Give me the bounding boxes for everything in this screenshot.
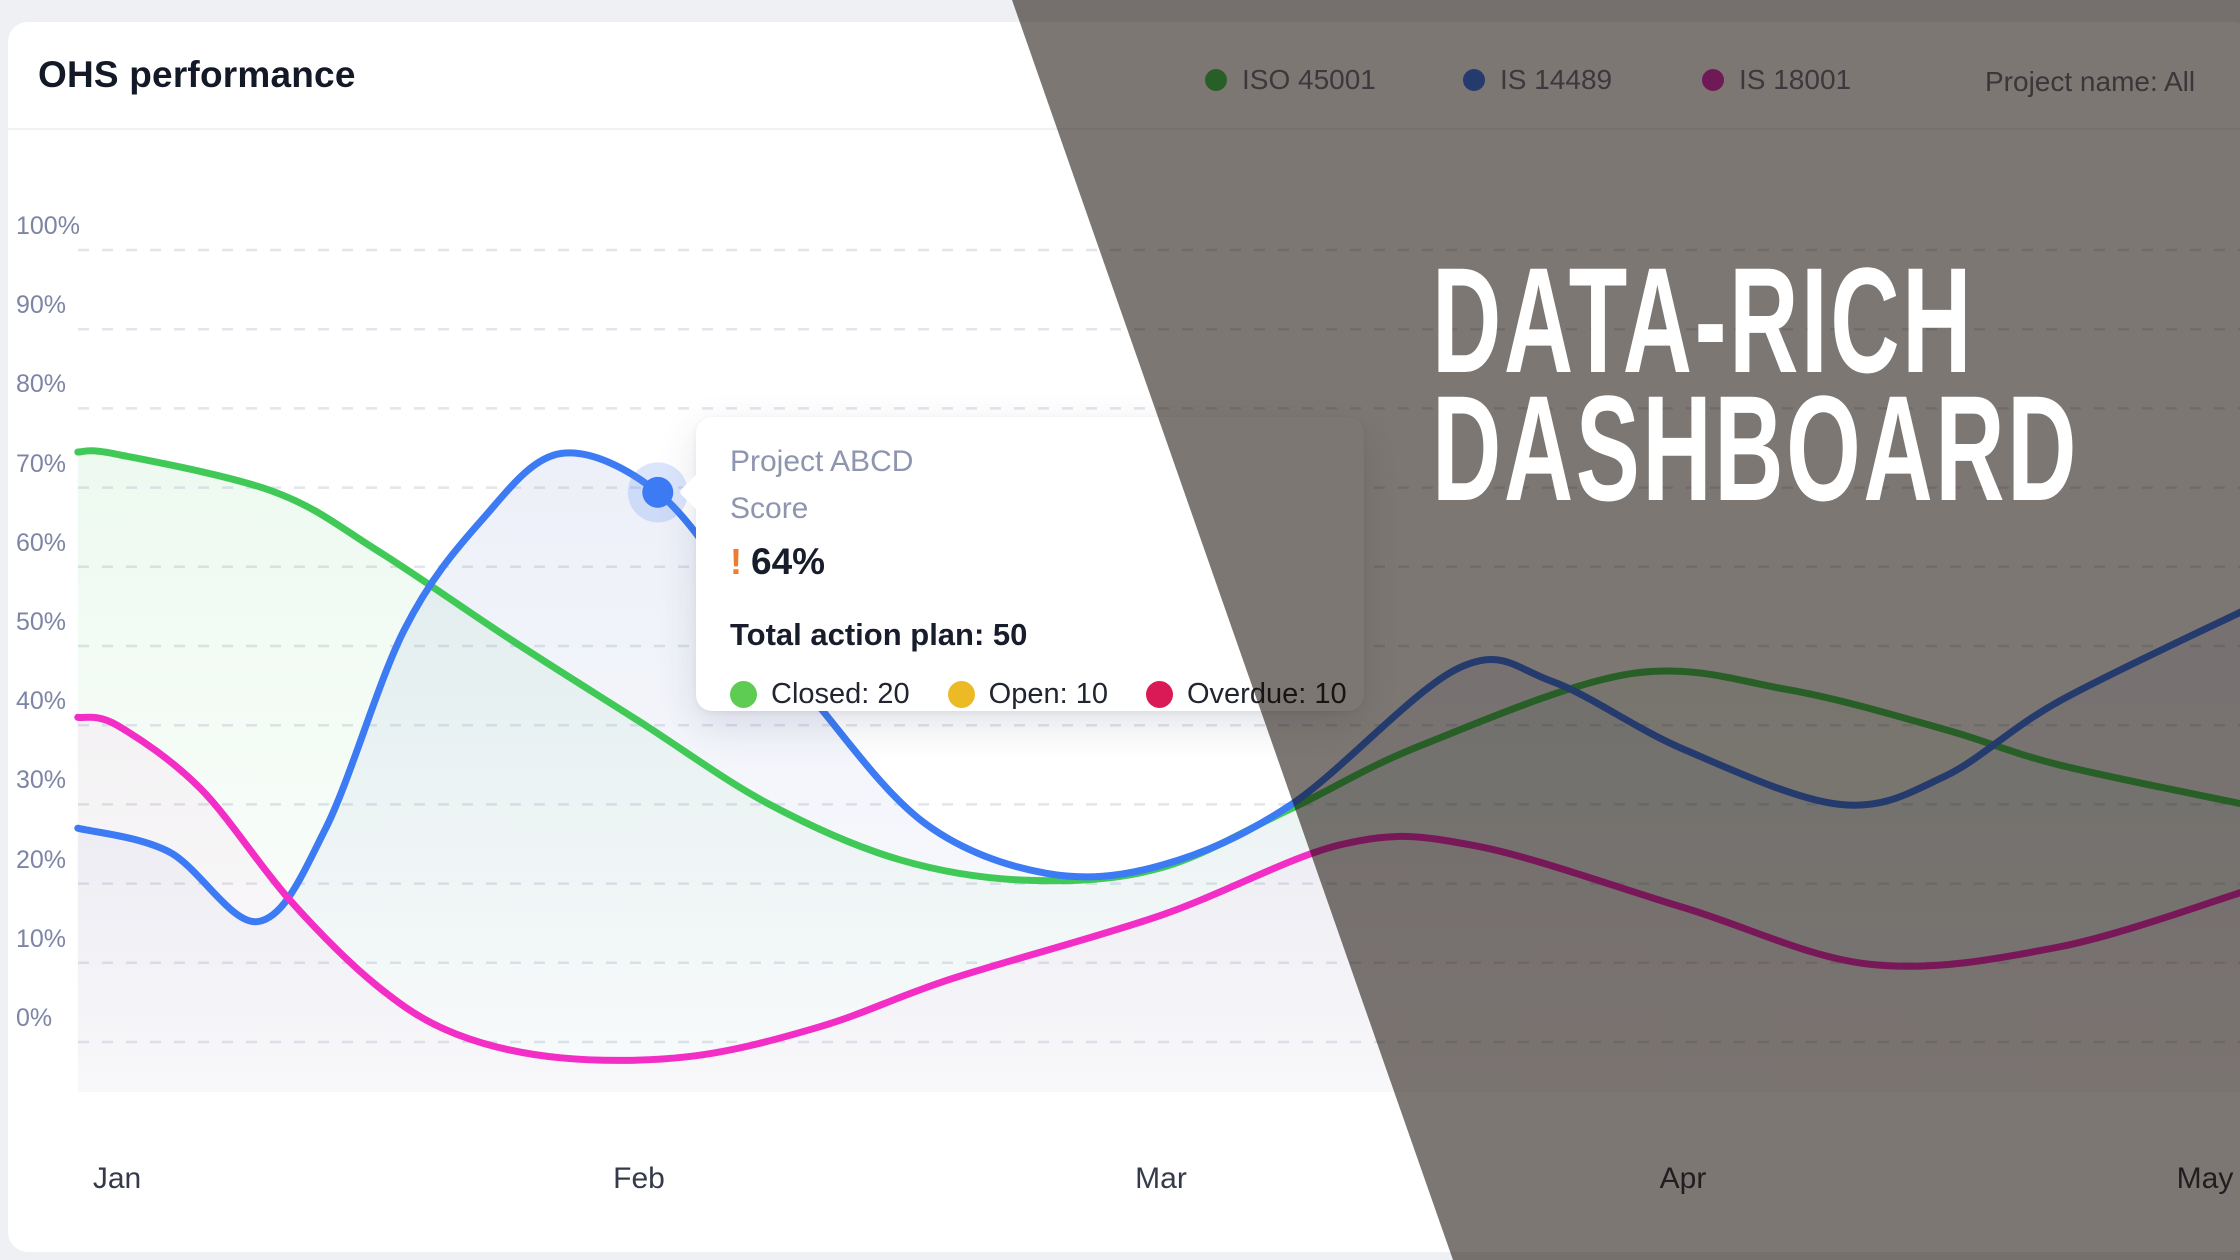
open-count: Open: 10 (988, 678, 1108, 710)
y-tick-100%: 100% (16, 212, 80, 240)
y-tick-70%: 70% (16, 449, 67, 478)
y-tick-80%: 80% (16, 370, 67, 399)
banner-title-line2: DASHBOARD (1432, 364, 2080, 532)
overdue-status-dot (1145, 681, 1173, 708)
tooltip-item-closed: Closed: 20 (730, 678, 910, 711)
x-tick-mar: Mar (1135, 1162, 1187, 1195)
y-tick-10%: 10% (16, 924, 67, 953)
x-tick-jan: Jan (92, 1162, 142, 1195)
tooltip-status-legend: Closed: 20 Open: 10 Overdue: 10 (730, 678, 1347, 711)
y-tick-0%: 0% (16, 1004, 53, 1032)
y-tick-90%: 90% (16, 291, 67, 320)
closed-count: Closed: 20 (771, 678, 910, 710)
open-status-dot (947, 681, 975, 708)
y-tick-40%: 40% (16, 687, 67, 716)
y-tick-60%: 60% (16, 528, 67, 557)
closed-status-dot (730, 681, 757, 708)
tooltip-item-open: Open: 10 (947, 678, 1108, 711)
banner-title-line1: DATA-RICH (1432, 236, 1975, 404)
alert-icon: ! (730, 541, 742, 582)
y-tick-20%: 20% (16, 845, 67, 874)
y-tick-50%: 50% (16, 608, 67, 636)
page-title: OHS performance (38, 54, 356, 95)
x-tick-feb: Feb (613, 1162, 665, 1195)
y-tick-30%: 30% (16, 766, 67, 795)
tooltip-score-value: 64% (751, 541, 826, 582)
banner: DATA-RICH DASHBOARD (1432, 236, 2240, 532)
